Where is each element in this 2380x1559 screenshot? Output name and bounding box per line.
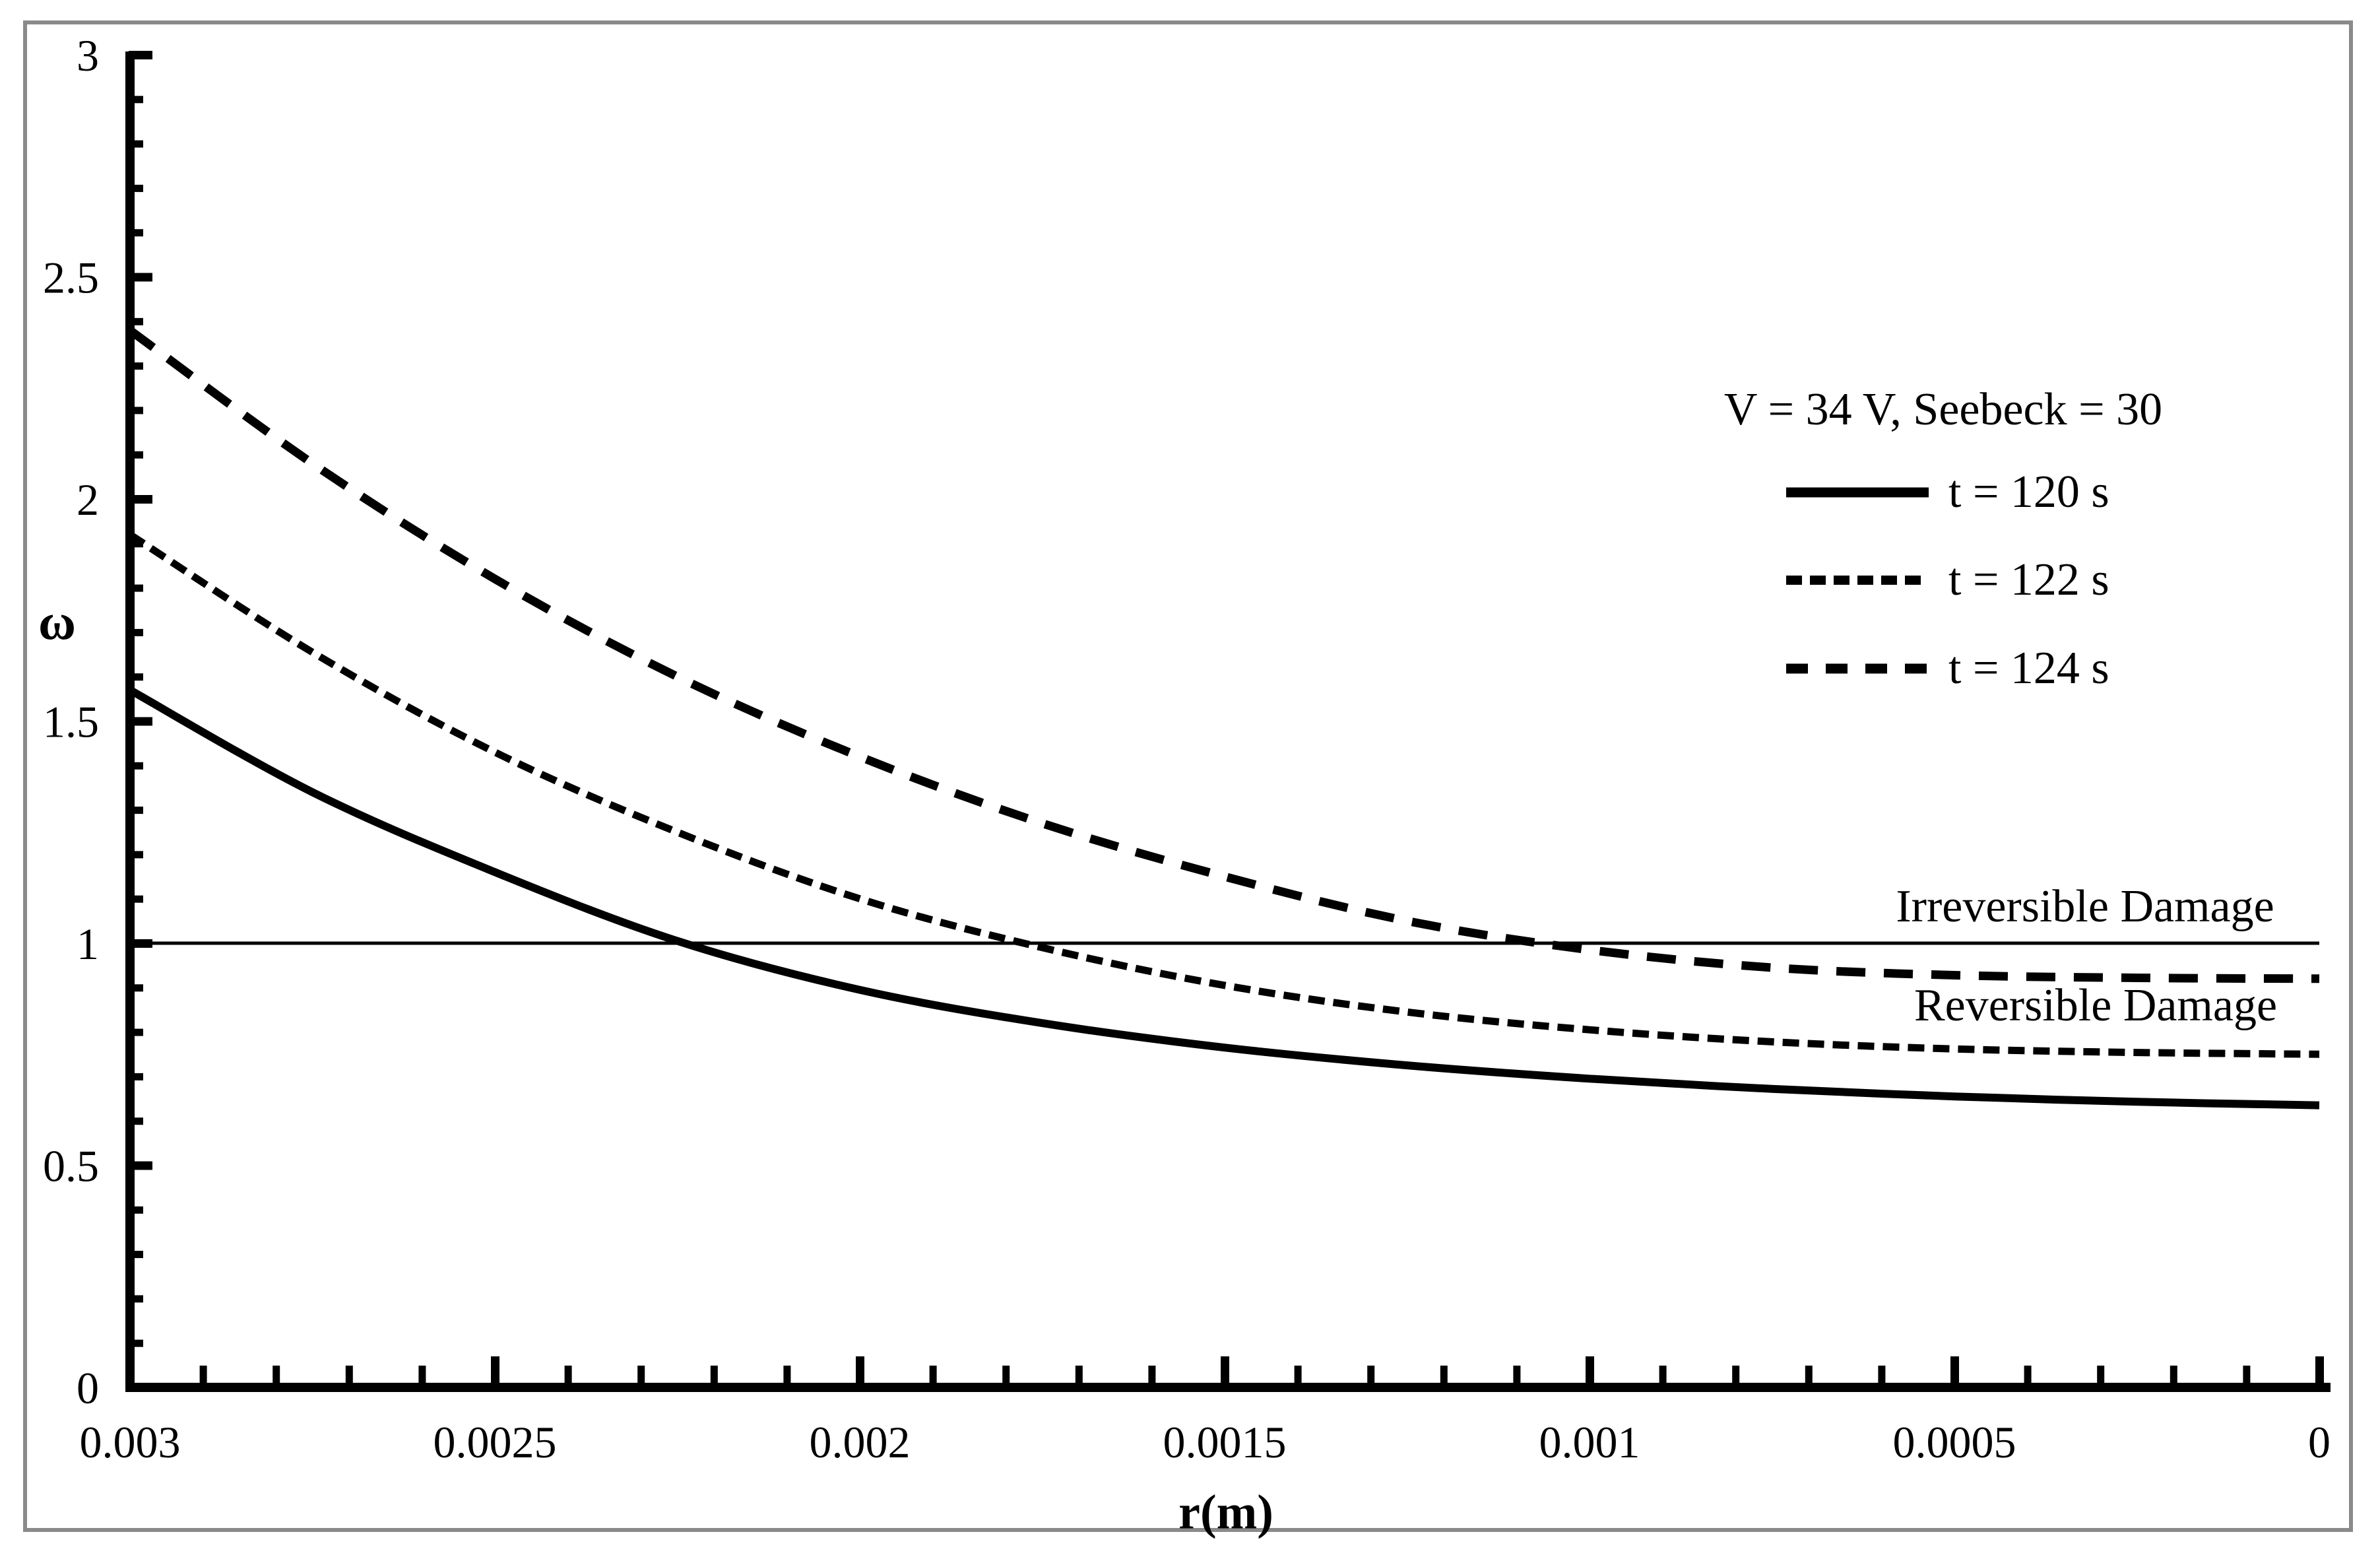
y-minor-tick bbox=[129, 96, 143, 104]
x-tick-label: 0.003 bbox=[80, 1417, 181, 1467]
curve-122s bbox=[128, 531, 2320, 1058]
legend-line-solid bbox=[1786, 487, 1929, 498]
y-tick-label: 1 bbox=[77, 919, 99, 969]
x-minor-tick bbox=[1732, 1366, 1740, 1384]
x-axis bbox=[125, 1383, 2331, 1392]
legend-entry-t124: t = 124 s bbox=[1784, 642, 2109, 695]
y-minor-tick bbox=[129, 584, 143, 592]
legend-title: V = 34 V, Seebeck = 30 bbox=[1723, 384, 2163, 435]
x-minor-tick bbox=[273, 1366, 280, 1384]
x-minor-tick bbox=[1002, 1366, 1010, 1384]
x-tick-label: 0.001 bbox=[1539, 1417, 1640, 1467]
x-minor-tick bbox=[1513, 1366, 1521, 1384]
x-minor-tick bbox=[929, 1366, 937, 1384]
y-minor-tick bbox=[129, 1251, 143, 1259]
annotation-irreversible-damage: Irreversible Damage bbox=[1896, 881, 2274, 932]
x-tick-label: 0.0015 bbox=[1163, 1417, 1287, 1467]
x-minor-tick bbox=[345, 1366, 353, 1384]
x-minor-tick bbox=[1659, 1366, 1667, 1384]
legend-label-t124: t = 124 s bbox=[1948, 643, 2109, 694]
y-minor-tick bbox=[129, 673, 143, 681]
y-minor-tick bbox=[129, 1073, 143, 1080]
x-minor-tick bbox=[1878, 1366, 1886, 1384]
x-minor-tick bbox=[1805, 1366, 1813, 1384]
x-minor-tick bbox=[1367, 1366, 1375, 1384]
x-minor-tick bbox=[1075, 1366, 1083, 1384]
figure-border bbox=[23, 20, 2353, 1532]
y-tick-label: 0.5 bbox=[43, 1141, 99, 1191]
y-minor-tick bbox=[129, 851, 143, 859]
x-tick-label: 0.0005 bbox=[1893, 1417, 2016, 1467]
y-minor-tick bbox=[129, 1028, 143, 1036]
y-axis-title: ω bbox=[38, 593, 77, 650]
y-tick-label: 2 bbox=[77, 475, 99, 525]
x-tick-label: 0 bbox=[2308, 1417, 2331, 1467]
y-minor-tick bbox=[129, 140, 143, 148]
y-minor-tick bbox=[129, 407, 143, 415]
y-minor-tick bbox=[129, 1117, 143, 1125]
y-minor-tick bbox=[129, 540, 143, 548]
y-tick-label: 0 bbox=[77, 1363, 99, 1413]
legend-line-fine-dash bbox=[1786, 576, 1929, 585]
x-minor-tick bbox=[2097, 1366, 2105, 1384]
y-tick-label: 1.5 bbox=[43, 697, 99, 747]
x-minor-tick bbox=[2243, 1366, 2251, 1384]
y-minor-tick bbox=[129, 807, 143, 814]
y-minor-tick bbox=[129, 1339, 143, 1347]
y-tick-label: 3 bbox=[77, 30, 99, 81]
legend-label-t122: t = 122 s bbox=[1948, 554, 2109, 605]
x-minor-tick bbox=[1294, 1366, 1302, 1384]
legend-entry-t120: t = 120 s bbox=[1784, 466, 2109, 519]
x-minor-tick bbox=[710, 1366, 718, 1384]
x-axis-title: r(m) bbox=[1178, 1485, 1273, 1540]
x-minor-tick bbox=[2024, 1366, 2032, 1384]
x-major-tick bbox=[491, 1356, 499, 1384]
curve-120s bbox=[128, 686, 2320, 1110]
annotation-reversible-damage: Reversible Damage bbox=[1914, 980, 2278, 1031]
legend-line-long-dash bbox=[1786, 663, 1929, 674]
y-minor-tick bbox=[129, 984, 143, 992]
legend-entry-t122: t = 122 s bbox=[1784, 554, 2109, 607]
y-minor-tick bbox=[129, 317, 143, 325]
legend-label-t120: t = 120 s bbox=[1948, 467, 2109, 517]
x-tick-label: 0.0025 bbox=[434, 1417, 557, 1467]
x-minor-tick bbox=[199, 1366, 207, 1384]
y-minor-tick bbox=[129, 229, 143, 237]
x-minor-tick bbox=[783, 1366, 791, 1384]
x-minor-tick bbox=[418, 1366, 426, 1384]
y-minor-tick bbox=[129, 451, 143, 459]
curve-124s bbox=[127, 327, 2320, 983]
x-minor-tick bbox=[1148, 1366, 1156, 1384]
x-major-tick bbox=[1950, 1356, 1959, 1384]
y-minor-tick bbox=[129, 628, 143, 636]
x-minor-tick bbox=[1440, 1366, 1448, 1384]
x-minor-tick bbox=[2170, 1366, 2177, 1384]
x-major-tick bbox=[2315, 1356, 2324, 1384]
x-minor-tick bbox=[637, 1366, 645, 1384]
y-minor-tick bbox=[129, 1206, 143, 1214]
x-major-tick bbox=[856, 1356, 864, 1384]
y-minor-tick bbox=[129, 762, 143, 770]
y-minor-tick bbox=[129, 895, 143, 903]
y-minor-tick bbox=[129, 184, 143, 192]
y-axis bbox=[125, 51, 135, 1392]
x-tick-label: 0.002 bbox=[810, 1417, 911, 1467]
y-minor-tick bbox=[129, 1295, 143, 1303]
x-major-tick bbox=[1586, 1356, 1594, 1384]
x-minor-tick bbox=[564, 1366, 572, 1384]
y-minor-tick bbox=[129, 362, 143, 370]
x-major-tick bbox=[1221, 1356, 1229, 1384]
y-tick-label: 2.5 bbox=[43, 253, 99, 303]
